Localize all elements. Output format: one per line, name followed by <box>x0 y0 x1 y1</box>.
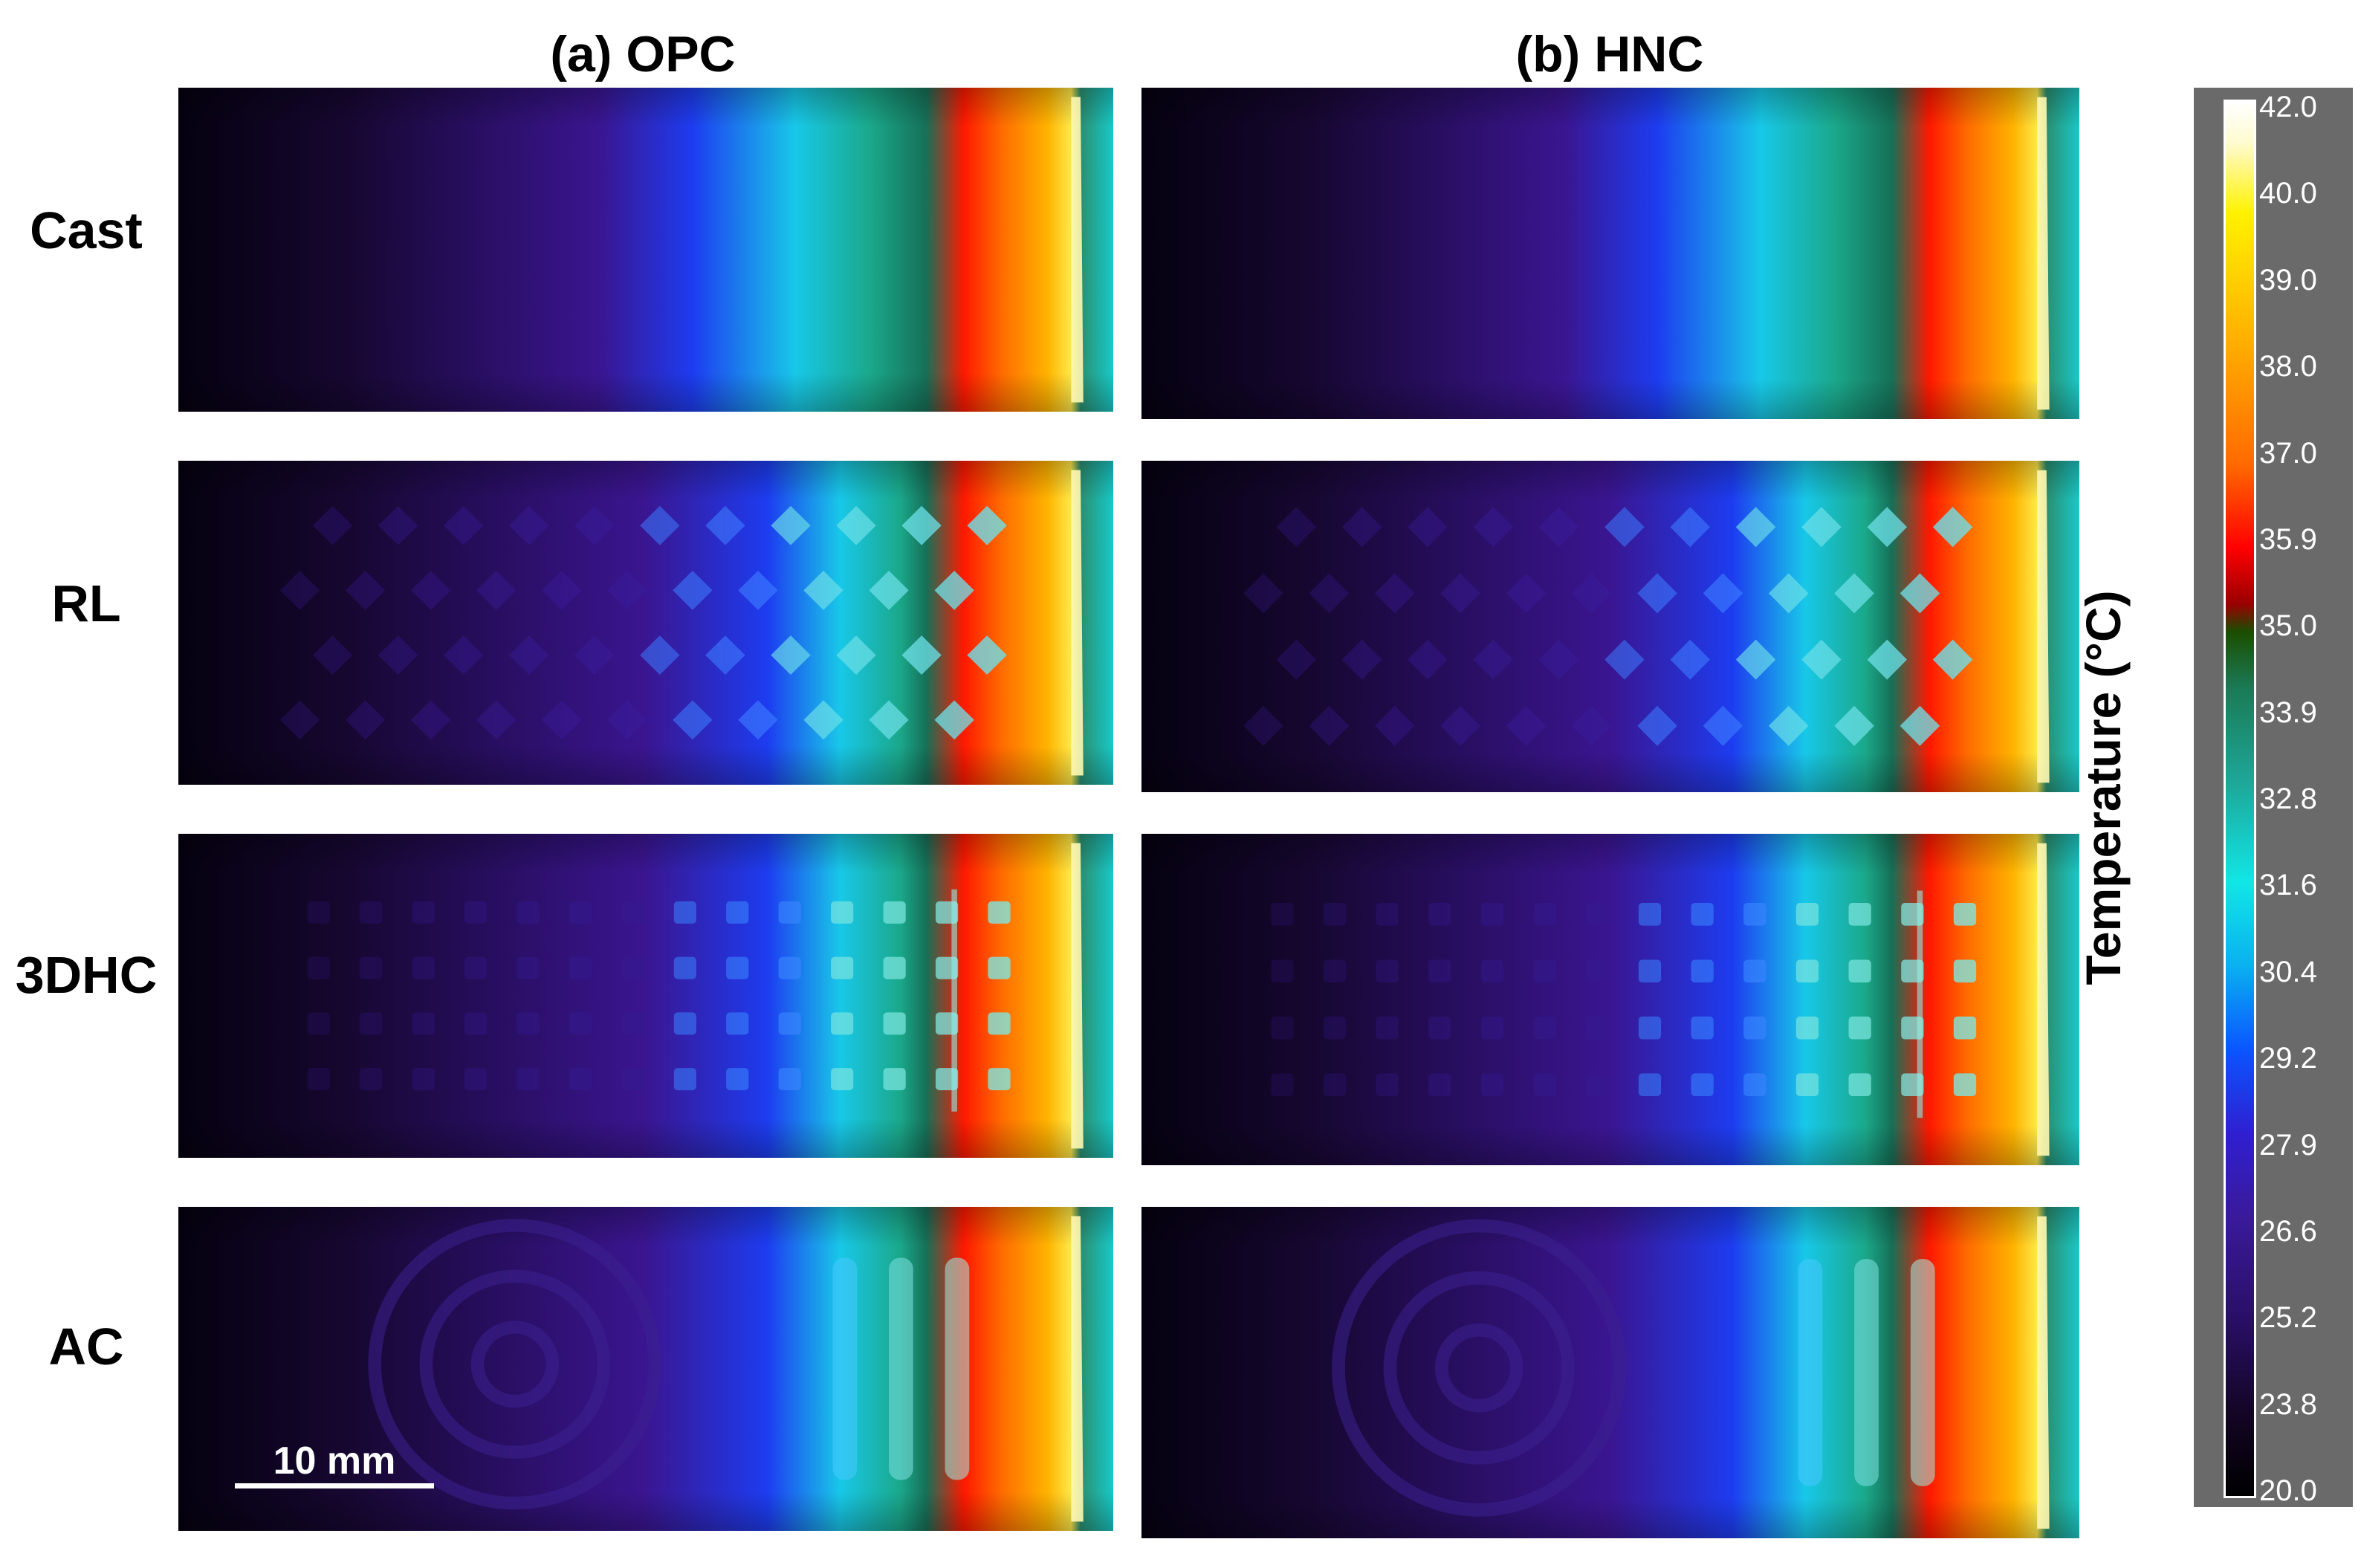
thermal-image <box>178 1207 1113 1531</box>
internal-structure <box>1271 890 1977 1118</box>
colorbar-tick-label: 38.0 <box>2259 350 2317 383</box>
colorbar-tick-label: 30.4 <box>2259 955 2317 988</box>
thermal-panel-hnc-rl <box>1141 461 2079 792</box>
thermal-panel-opc-3dhc <box>178 834 1113 1158</box>
internal-structure <box>1332 1219 1935 1517</box>
row-label-3dhc: 3DHC <box>15 946 158 1004</box>
row-label-rl: RL <box>51 574 121 632</box>
colorbar-tick-label: 32.8 <box>2259 783 2317 815</box>
thermal-image <box>178 834 1113 1158</box>
thermal-panel-hnc-ac <box>1141 1207 2079 1538</box>
colorbar-tick-label: 33.9 <box>2259 696 2317 729</box>
internal-structure <box>307 889 1011 1112</box>
colorbar-tick-label: 23.8 <box>2259 1387 2317 1421</box>
thermal-panel-opc-ac <box>178 1207 1113 1531</box>
internal-structure <box>368 1219 970 1510</box>
column-title-hnc: (b) HNC <box>1515 26 1704 82</box>
thermal-image <box>1141 834 2079 1165</box>
colorbar-tick-label: 35.0 <box>2259 609 2317 643</box>
colorbar-tick-label: 31.6 <box>2259 869 2317 902</box>
colorbar-gradient <box>2224 100 2256 1498</box>
thermal-image <box>1141 1207 2079 1538</box>
colorbar-tick-label: 37.0 <box>2259 436 2317 470</box>
thermal-image <box>1141 461 2079 792</box>
scale-bar-label: 10 mm <box>273 1439 396 1483</box>
scale-bar <box>235 1483 434 1488</box>
thermal-panel-hnc-cast <box>1141 88 2079 419</box>
colorbar-tick-label: 20.0 <box>2259 1474 2317 1507</box>
column-title-opc: (a) OPC <box>550 26 736 82</box>
thermal-image <box>178 88 1113 412</box>
thermal-panel-opc-cast <box>178 88 1113 412</box>
colorbar-frame <box>2194 88 2353 1507</box>
colorbar-tick-label: 27.9 <box>2259 1128 2317 1162</box>
colorbar-tick-label: 39.0 <box>2259 263 2317 297</box>
colorbar-title: Temperature (°C) <box>2076 590 2131 985</box>
row-label-cast: Cast <box>30 201 143 259</box>
colorbar-tick-label: 35.9 <box>2259 522 2317 556</box>
thermal-image <box>1141 88 2079 419</box>
colorbar-tick-label: 29.2 <box>2259 1042 2317 1075</box>
colorbar-tick-label: 25.2 <box>2259 1301 2317 1335</box>
colorbar-tick-label: 42.0 <box>2259 91 2317 123</box>
colorbar-tick-label: 26.6 <box>2259 1214 2317 1248</box>
thermal-image <box>178 461 1113 785</box>
thermal-panel-opc-rl <box>178 461 1113 785</box>
row-label-ac: AC <box>48 1318 124 1376</box>
thermal-panel-hnc-3dhc <box>1141 834 2079 1165</box>
colorbar-tick-label: 40.0 <box>2259 177 2317 210</box>
